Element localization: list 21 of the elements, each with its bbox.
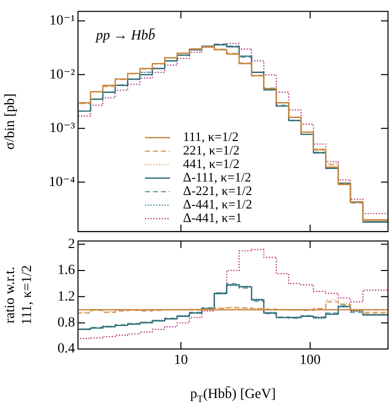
legend-label: Δ-441, κ=1 <box>182 210 242 226</box>
y-tick-label: 10⁻⁴ <box>48 174 76 190</box>
legend-label: 221, κ=1/2 <box>182 142 240 158</box>
x-tick-label: 100 <box>300 353 321 368</box>
y-tick-label: 10⁻² <box>49 67 75 82</box>
y-tick-label: 0.4 <box>58 342 75 357</box>
y-tick-label: 0.8 <box>58 315 75 330</box>
legend-label: Δ-111, κ=1/2 <box>182 170 252 185</box>
x-tick-label: 10 <box>174 353 188 368</box>
legend-label: 111, κ=1/2 <box>182 129 238 144</box>
y-tick-label: 1.2 <box>58 289 75 304</box>
legend-label: Δ-221, κ=1/2 <box>182 183 252 198</box>
y-axis-title: ratio w.r.t. 111, κ=1/2 <box>3 265 35 325</box>
legend-label: Δ-441, κ=1/2 <box>182 196 252 212</box>
legend-label: 441, κ=1/2 <box>182 156 240 172</box>
y-tick-label: 10⁻³ <box>49 121 75 136</box>
y-tick-label: 1.6 <box>58 263 75 278</box>
annotation: pp → Hbb̄ <box>95 28 156 44</box>
y-axis-title: σ/bin [pb] <box>3 93 18 150</box>
y-tick-label: 10⁻¹ <box>49 14 75 29</box>
y-tick-label: 2 <box>68 236 75 252</box>
